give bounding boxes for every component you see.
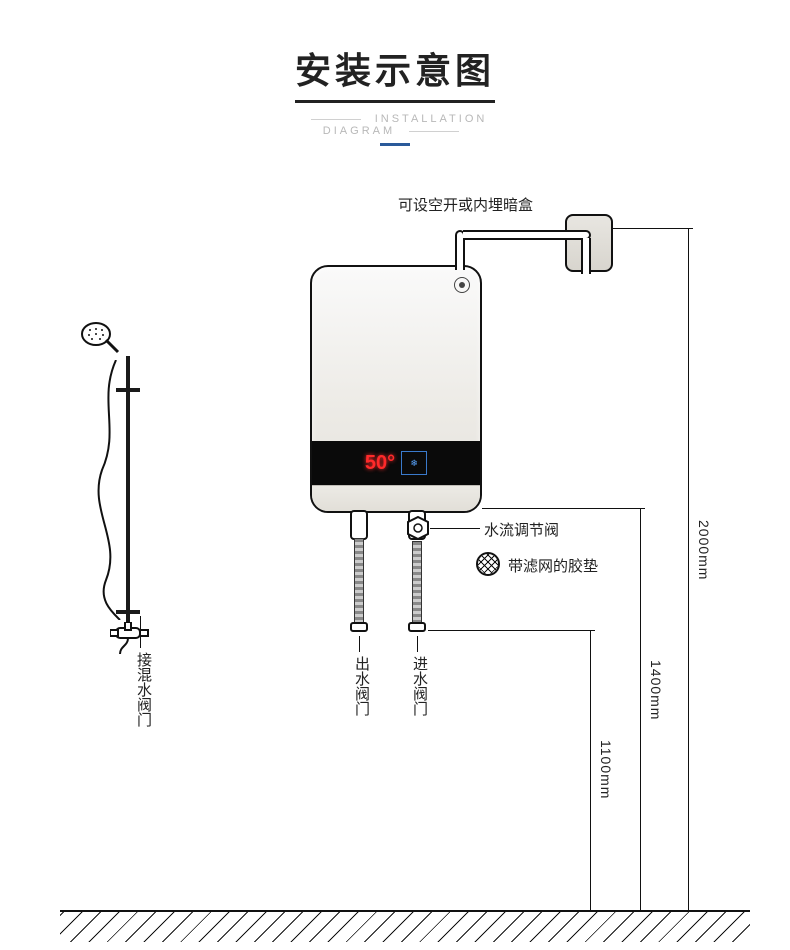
dim-1400-top — [482, 508, 640, 509]
dim-1100-top — [428, 630, 590, 631]
conduit-seg-3 — [463, 230, 583, 240]
water-heater: 50° ❄ — [310, 265, 482, 513]
shower-rail — [126, 356, 130, 626]
heater-display-panel: 50° ❄ — [312, 441, 480, 485]
ground-hatch — [60, 912, 750, 942]
label-flow-valve: 水流调节阀 — [484, 519, 559, 540]
dim-1400-text: 1400mm — [648, 660, 664, 720]
leader-flow-valve — [430, 528, 480, 529]
label-elec-box: 可设空开或内埋暗盒 — [398, 194, 533, 215]
dim-1400-line — [640, 508, 641, 910]
dim-2000-top — [612, 228, 688, 229]
outlet-cap — [350, 622, 368, 632]
mesh-gasket-icon — [476, 552, 500, 576]
heater-base — [312, 485, 480, 511]
flow-valve-icon — [406, 516, 430, 540]
leader-outlet — [359, 636, 360, 652]
dim-1100-text: 1100mm — [598, 740, 614, 799]
label-mix-valve: 接混水阀门 — [133, 652, 154, 727]
outlet-connector — [350, 510, 368, 540]
shower-head-icon — [80, 320, 124, 358]
inlet-cap — [408, 622, 426, 632]
dim-1100-line — [590, 630, 591, 910]
label-outlet: 出水阀门 — [351, 656, 372, 716]
outlet-hose — [354, 538, 364, 624]
conduit-seg-4 — [581, 238, 591, 274]
label-inlet: 进水阀门 — [409, 656, 430, 716]
shower-mixer-icon — [110, 622, 150, 654]
leader-mix-valve — [140, 616, 141, 648]
leader-inlet — [417, 636, 418, 652]
shower-hose — [94, 360, 124, 620]
diagram-canvas: 接混水阀门 50° ❄ 出水阀门 进水阀门 水流调节阀 带滤网的胶垫 可设空开或… — [0, 0, 790, 950]
heater-logo-icon — [454, 277, 470, 293]
inlet-hose — [412, 541, 422, 624]
dim-2000-line — [688, 228, 689, 910]
dim-2000-text: 2000mm — [696, 520, 712, 580]
display-temperature: 50° — [365, 452, 395, 475]
label-mesh-gasket: 带滤网的胶垫 — [508, 555, 598, 576]
display-mode-icon: ❄ — [401, 451, 427, 475]
conduit-seg-2 — [455, 240, 465, 260]
